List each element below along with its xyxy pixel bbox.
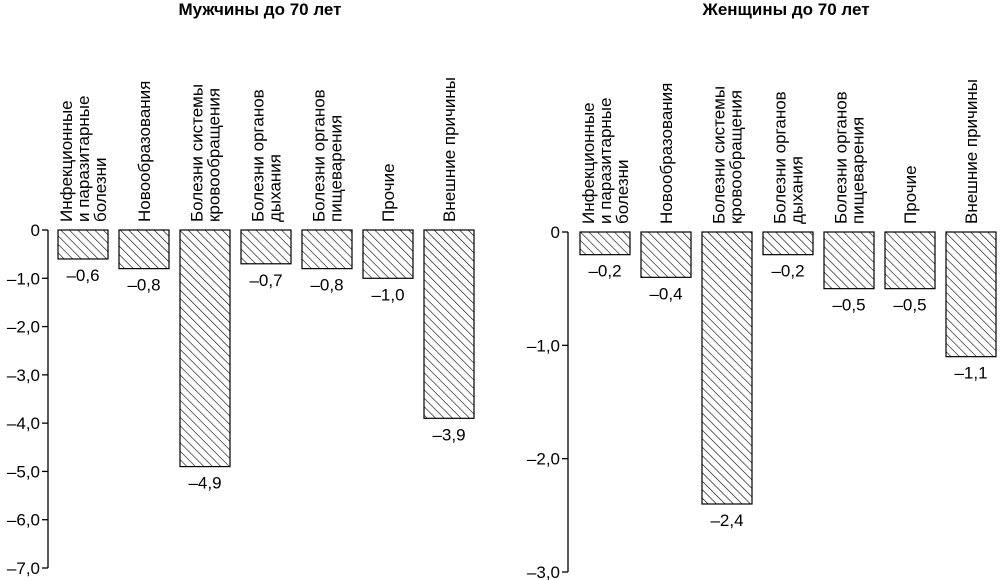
- bar-value-label: –0,2: [588, 262, 621, 281]
- bar-value-label: –0,7: [249, 271, 282, 290]
- y-tick-label: –5,0: [7, 462, 40, 481]
- chart-title: Мужчины до 70 лет: [179, 0, 342, 19]
- category-label: Прочие: [379, 163, 398, 222]
- category-label-line: Инфекционные: [57, 100, 76, 222]
- category-label: Инфекционныеи паразитарныеболезни: [57, 96, 110, 222]
- category-label-line: Болезни системы: [188, 84, 207, 222]
- category-label-line: Болезни органов: [249, 89, 268, 222]
- bar-value-label: –3,9: [432, 425, 465, 444]
- bar: [362, 229, 414, 279]
- category-label-line: Болезни органов: [771, 91, 790, 224]
- category-label-line: Болезни органов: [832, 91, 851, 224]
- category-label: Болезни органовпищеварения: [310, 89, 346, 222]
- category-label-line: дыхания: [266, 154, 285, 222]
- category-label: Новообразования: [135, 81, 154, 222]
- y-tick-label: –3,0: [527, 563, 560, 580]
- category-label-line: болезни: [613, 160, 632, 225]
- bar: [640, 231, 692, 278]
- bar-value-label: –4,9: [188, 474, 221, 493]
- category-label: Инфекционныеи паразитарныеболезни: [579, 98, 632, 224]
- category-label: Новообразования: [657, 83, 676, 224]
- bar: [57, 229, 109, 260]
- category-label: Внешние причины: [440, 77, 459, 222]
- category-label-line: Внешние причины: [440, 77, 459, 222]
- category-label-line: Внешние причины: [962, 79, 981, 224]
- category-label-line: Инфекционные: [579, 102, 598, 224]
- category-label: Внешние причины: [962, 79, 981, 224]
- category-label-line: дыхания: [788, 156, 807, 224]
- category-label: Болезни органовдыхания: [249, 89, 285, 222]
- category-label: Болезни органовпищеварения: [832, 91, 868, 224]
- category-label-line: болезни: [91, 158, 110, 223]
- bar: [884, 231, 936, 290]
- bar-value-label: –2,4: [710, 511, 743, 530]
- bar: [579, 231, 631, 256]
- category-label: Прочие: [901, 165, 920, 224]
- y-tick-label: –2,0: [7, 318, 40, 337]
- category-label-line: кровообращения: [205, 88, 224, 222]
- bar-value-label: –0,8: [310, 276, 343, 295]
- chart-title: Женщины до 70 лет: [701, 0, 869, 19]
- category-label-line: Новообразования: [135, 81, 154, 222]
- category-label-line: пищеварения: [849, 117, 868, 224]
- bar: [179, 229, 231, 468]
- y-tick-label: –6,0: [7, 511, 40, 530]
- category-label-line: Прочие: [901, 165, 920, 224]
- bar-value-label: –0,6: [66, 266, 99, 285]
- category-label: Болезни системыкровообращения: [710, 86, 746, 224]
- y-tick-label: –2,0: [527, 450, 560, 469]
- panel-men: Мужчины до 70 лет 0 –1,0 –2,0 –3,0 –4,0 –5,0 –6…: [7, 0, 475, 578]
- bar-value-label: –0,2: [771, 262, 804, 281]
- bar-value-label: –0,5: [832, 296, 865, 315]
- bar: [701, 231, 753, 505]
- bar-value-label: –1,0: [371, 285, 404, 304]
- category-label: Болезни органовдыхания: [771, 91, 807, 224]
- y-tick-label: –4,0: [7, 414, 40, 433]
- category-label-line: и паразитарные: [596, 98, 615, 224]
- y-tick-label: –7,0: [7, 559, 40, 578]
- y-tick-label: 0: [31, 221, 40, 240]
- bar: [240, 229, 292, 265]
- category-label: Болезни системыкровообращения: [188, 84, 224, 222]
- bar: [118, 229, 170, 270]
- category-label-line: Болезни органов: [310, 89, 329, 222]
- y-tick-label: –1,0: [7, 269, 40, 288]
- category-label-line: Болезни системы: [710, 86, 729, 224]
- bar-value-label: –1,1: [954, 364, 987, 383]
- bar: [301, 229, 353, 270]
- bar-value-label: –0,8: [127, 276, 160, 295]
- panel-women: Женщины до 70 лет 0 –1,0 –2,0 –3,0 –0,2 Инфекц…: [527, 0, 997, 580]
- category-label-line: и паразитарные: [74, 96, 93, 222]
- bar: [823, 231, 875, 290]
- bar: [423, 229, 475, 419]
- category-label-line: пищеварения: [327, 115, 346, 222]
- category-label-line: кровообращения: [727, 90, 746, 224]
- bar-value-label: –0,4: [649, 284, 682, 303]
- y-tick-label: 0: [551, 223, 560, 242]
- y-tick-label: –1,0: [527, 336, 560, 355]
- y-tick-label: –3,0: [7, 366, 40, 385]
- bar-value-label: –0,5: [893, 296, 926, 315]
- bar: [762, 231, 814, 256]
- category-label-line: Прочие: [379, 163, 398, 222]
- category-label-line: Новообразования: [657, 83, 676, 224]
- bar: [945, 231, 997, 358]
